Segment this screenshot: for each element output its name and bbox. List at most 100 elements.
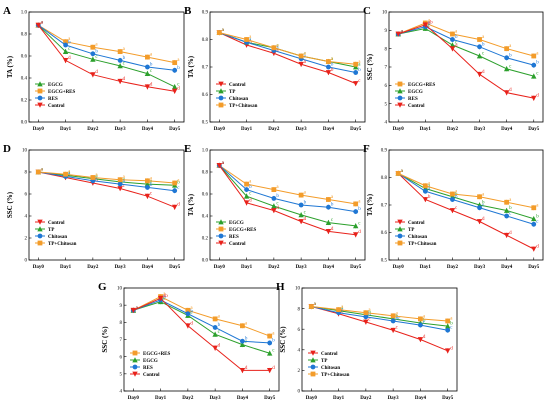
- significance-label: a: [249, 35, 252, 40]
- data-point: [504, 199, 510, 205]
- data-point: [390, 318, 396, 324]
- y-tick-label: 7: [385, 66, 388, 71]
- x-tick-label: Day0: [33, 265, 45, 270]
- significance-label: a: [150, 180, 153, 185]
- data-point: [243, 200, 250, 206]
- significance-label: a: [509, 44, 512, 49]
- data-point: [63, 39, 68, 45]
- legend-marker: [218, 233, 224, 239]
- significance-label: c: [150, 192, 153, 197]
- data-point: [449, 42, 456, 48]
- panel-letter: F: [363, 143, 370, 155]
- legend-label: EGCG: [48, 83, 63, 88]
- significance-label: a: [455, 30, 458, 35]
- y-tick-label: 0.9: [202, 11, 209, 16]
- significance-label: b: [455, 195, 458, 200]
- legend-marker: [397, 95, 403, 101]
- legend-label: TP: [229, 90, 235, 95]
- data-point: [422, 183, 428, 189]
- data-point: [63, 171, 68, 177]
- y-tick-label: 6: [385, 84, 388, 89]
- y-tick-label: 0.4: [202, 215, 209, 220]
- significance-label: b: [423, 319, 426, 324]
- data-point: [353, 232, 359, 238]
- data-point: [172, 67, 178, 73]
- legend: EGCG EGCG+RES RES Control: [216, 219, 257, 247]
- data-point: [172, 180, 178, 186]
- significance-label: c: [396, 326, 399, 331]
- data-point: [117, 181, 123, 187]
- significance-label: a: [222, 161, 225, 166]
- series-line: [133, 297, 270, 371]
- data-point: [503, 207, 510, 213]
- series-control: a d d d d d: [35, 21, 180, 94]
- data-point: [390, 313, 396, 319]
- significance-label: d: [150, 82, 153, 87]
- data-point: [117, 186, 123, 192]
- significance-label: d: [245, 366, 248, 371]
- x-tick-label: Day3: [388, 396, 400, 401]
- data-point: [240, 323, 245, 329]
- data-point: [336, 307, 341, 313]
- legend: Control TP Chitosan TP+Chitosan: [35, 219, 77, 247]
- x-tick-label: Day0: [306, 396, 318, 401]
- legend-label: Control: [408, 104, 425, 109]
- y-tick-label: 0.4: [21, 77, 28, 82]
- significance-label: c: [123, 184, 126, 189]
- significance-label: c: [68, 47, 71, 52]
- legend-marker: [132, 371, 138, 377]
- significance-label: a: [314, 302, 317, 307]
- series-line: [397, 172, 534, 225]
- significance-label: c: [509, 64, 512, 69]
- y-axis-label: SSC (%): [366, 53, 374, 80]
- data-point: [326, 64, 331, 70]
- x-tick-label: Day4: [501, 127, 513, 132]
- data-point: [308, 304, 314, 309]
- significance-label: a: [428, 181, 431, 186]
- significance-label: c: [163, 297, 166, 302]
- data-point: [267, 333, 273, 339]
- series-line: [398, 172, 534, 209]
- series-line: [38, 171, 175, 192]
- plot-frame: [301, 287, 458, 392]
- significance-label: b: [358, 207, 361, 212]
- data-point: [531, 53, 537, 59]
- data-point: [185, 311, 191, 317]
- legend-marker: [397, 88, 403, 94]
- y-tick-label: 8: [120, 321, 123, 326]
- significance-label: a: [536, 52, 539, 57]
- significance-label: a: [41, 21, 44, 26]
- data-point: [353, 70, 359, 75]
- x-tick-label: Day1: [60, 127, 72, 132]
- significance-label: a: [222, 28, 225, 33]
- significance-label: c: [245, 340, 248, 345]
- panel-letter: A: [3, 5, 11, 17]
- series-line: [311, 306, 448, 331]
- series-line: [311, 306, 448, 322]
- data-point: [144, 181, 151, 187]
- significance-label: a: [68, 170, 71, 175]
- y-tick-label: 10: [117, 287, 123, 292]
- significance-label: b: [218, 323, 221, 328]
- data-point: [325, 70, 332, 76]
- series-line: [219, 32, 356, 84]
- data-point: [422, 22, 429, 28]
- significance-label: b: [123, 180, 126, 185]
- data-point: [503, 232, 510, 239]
- data-point: [267, 340, 273, 346]
- legend-label: Chitosan: [408, 235, 427, 240]
- legend-marker: [218, 219, 224, 225]
- x-tick-label: Day4: [323, 127, 335, 132]
- legend-label: TP: [321, 359, 327, 364]
- data-point: [298, 53, 304, 59]
- significance-label: c: [455, 206, 458, 211]
- significance-label: a: [428, 187, 431, 192]
- significance-label: b: [163, 296, 166, 301]
- data-point: [298, 61, 304, 68]
- x-tick-label: Day2: [268, 127, 280, 132]
